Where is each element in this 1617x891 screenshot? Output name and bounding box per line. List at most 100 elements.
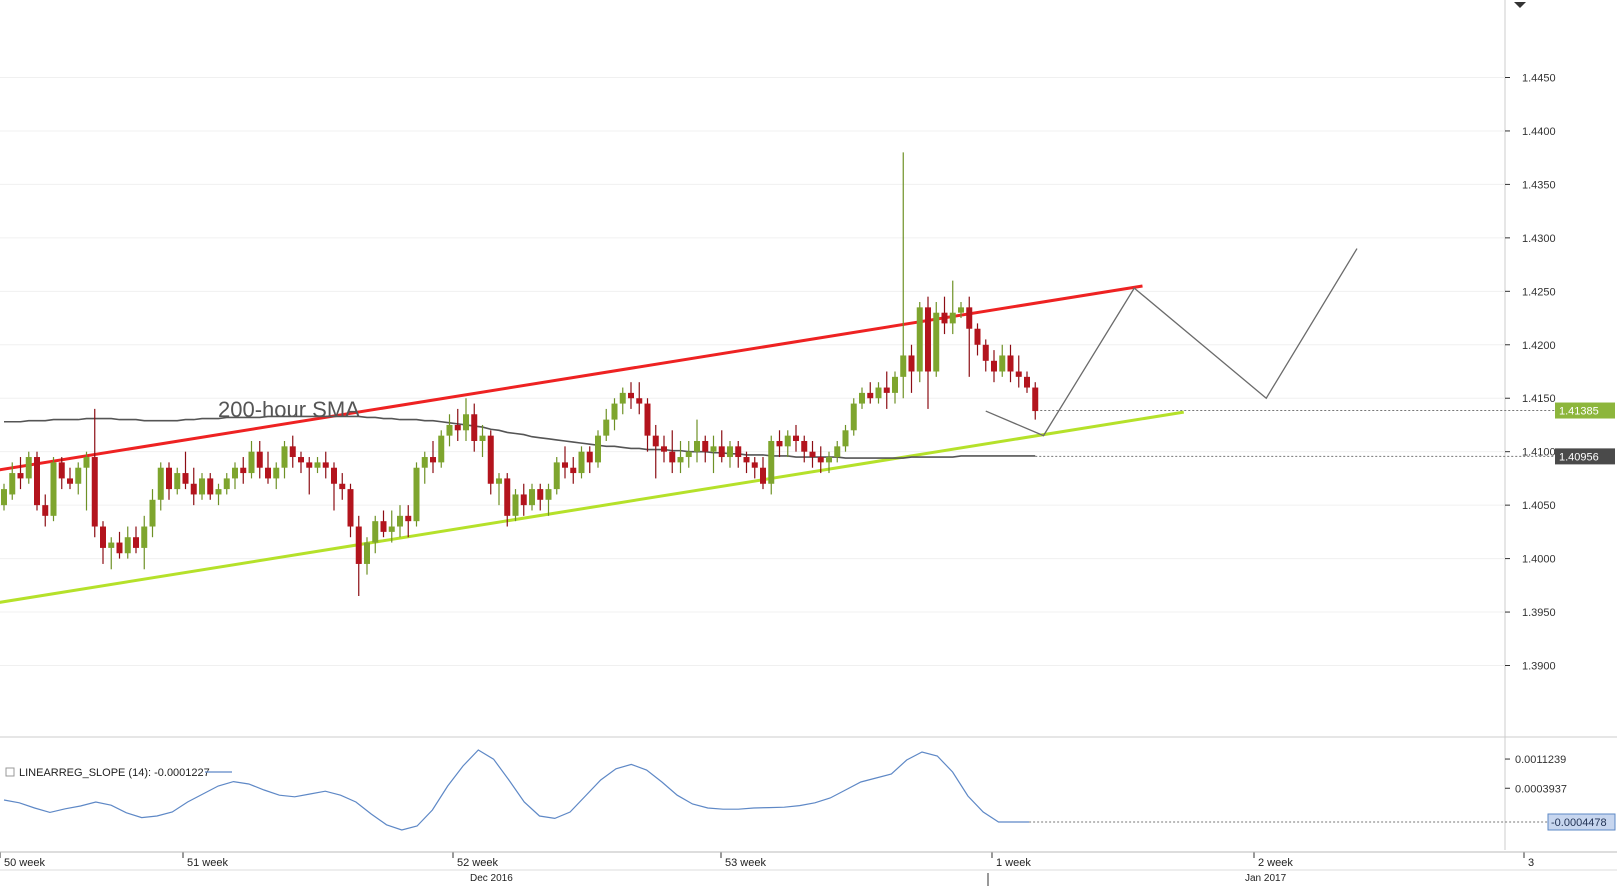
legend-toggle-icon xyxy=(5,767,15,777)
candle-body xyxy=(1007,355,1014,372)
candle-body xyxy=(91,457,98,527)
candle-body xyxy=(661,446,667,452)
candle-body xyxy=(974,328,981,345)
candle-body xyxy=(149,499,156,527)
candle-body xyxy=(471,414,478,441)
candle-body xyxy=(50,462,57,516)
candle-body xyxy=(281,446,288,468)
candle-body xyxy=(67,478,73,484)
candle-body xyxy=(949,312,956,324)
candle-body xyxy=(75,467,82,484)
candle-body xyxy=(925,307,931,372)
candle-body xyxy=(735,446,742,458)
candle-body xyxy=(430,457,436,463)
week-label: 53 week xyxy=(725,857,766,869)
candle-body xyxy=(116,542,123,554)
candle-body xyxy=(17,473,24,479)
week-label: 3 xyxy=(1528,857,1534,869)
candle-body xyxy=(108,542,115,548)
candle-body xyxy=(743,457,750,463)
candle-body xyxy=(512,494,519,516)
candle-body xyxy=(364,542,370,564)
candle-body xyxy=(826,457,832,463)
candle-body xyxy=(174,473,181,490)
indicator-legend: LINEARREG_SLOPE (14): -0.0001227 xyxy=(19,767,210,779)
candle-body xyxy=(298,457,304,463)
candle-body xyxy=(859,392,865,404)
candle-body xyxy=(966,307,973,329)
candle-body xyxy=(867,392,874,399)
candle-body xyxy=(751,462,758,468)
candle-body xyxy=(479,435,486,441)
candle-body xyxy=(355,526,362,564)
candle-body xyxy=(331,467,337,484)
indicator-line xyxy=(3,749,1030,831)
month-label: Dec 2016 xyxy=(470,873,513,884)
candle-body xyxy=(908,355,915,372)
candle-body xyxy=(289,446,296,458)
candle-body xyxy=(982,344,989,361)
candle-body xyxy=(685,451,692,458)
candle-body xyxy=(727,446,733,458)
month-label: Jan 2017 xyxy=(1245,873,1287,884)
candle-body xyxy=(537,489,544,500)
candle-body xyxy=(1015,371,1022,377)
candle-body xyxy=(900,355,907,377)
candle-body xyxy=(100,526,106,548)
candle-body xyxy=(603,419,610,436)
price-tick-label: 1.4100 xyxy=(1522,447,1556,459)
price-tick-label: 1.4400 xyxy=(1522,126,1556,138)
candle-body xyxy=(595,435,601,463)
candle-body xyxy=(545,489,552,500)
candle-body xyxy=(487,435,494,484)
projection-path xyxy=(985,248,1358,437)
candle-body xyxy=(941,312,948,324)
candle-body xyxy=(1024,376,1030,388)
candle-body xyxy=(636,398,643,404)
candle-body xyxy=(339,483,346,490)
price-tick-label: 1.3950 xyxy=(1522,607,1556,619)
candle-body xyxy=(463,414,469,431)
resistance-trendline xyxy=(0,284,1143,472)
candle-body xyxy=(586,451,593,463)
price-tick-label: 1.4050 xyxy=(1522,500,1556,512)
price-marker-label: 1.40956 xyxy=(1559,451,1599,463)
price-tick-label: 1.4300 xyxy=(1522,233,1556,245)
candle-body xyxy=(58,462,65,479)
candle-body xyxy=(347,489,354,527)
candle-body xyxy=(718,446,725,458)
price-marker-box xyxy=(1555,448,1615,465)
candle-body xyxy=(421,457,428,468)
price-tick-label: 1.4450 xyxy=(1522,72,1556,84)
candle-body xyxy=(496,478,502,484)
candle-body xyxy=(611,403,618,420)
candle-body xyxy=(166,467,172,490)
candle-body xyxy=(834,446,841,458)
candle-body xyxy=(215,489,222,495)
candle-body xyxy=(562,462,568,468)
candle-body xyxy=(669,451,676,463)
candle-body xyxy=(916,307,923,372)
candle-body xyxy=(9,473,16,495)
week-label: 52 week xyxy=(457,857,498,869)
candle-body xyxy=(875,387,882,399)
candle-body xyxy=(529,489,535,506)
support-trendline xyxy=(0,410,1184,604)
candle-body xyxy=(578,451,585,474)
candle-body xyxy=(182,473,189,484)
candle-body xyxy=(776,440,783,447)
candle-body xyxy=(124,537,131,554)
candle-body xyxy=(413,467,420,522)
week-label: 1 week xyxy=(996,857,1031,869)
price-tick-label: 1.4250 xyxy=(1522,286,1556,298)
candle-body xyxy=(644,403,651,436)
price-tick-label: 1.3900 xyxy=(1522,661,1556,673)
candle-body xyxy=(619,392,626,404)
candle-body xyxy=(991,360,997,372)
candle-body xyxy=(322,462,329,468)
candle-body xyxy=(306,462,313,468)
candle-body xyxy=(892,376,898,393)
candle-body xyxy=(1032,387,1039,412)
candle-body xyxy=(446,424,453,436)
